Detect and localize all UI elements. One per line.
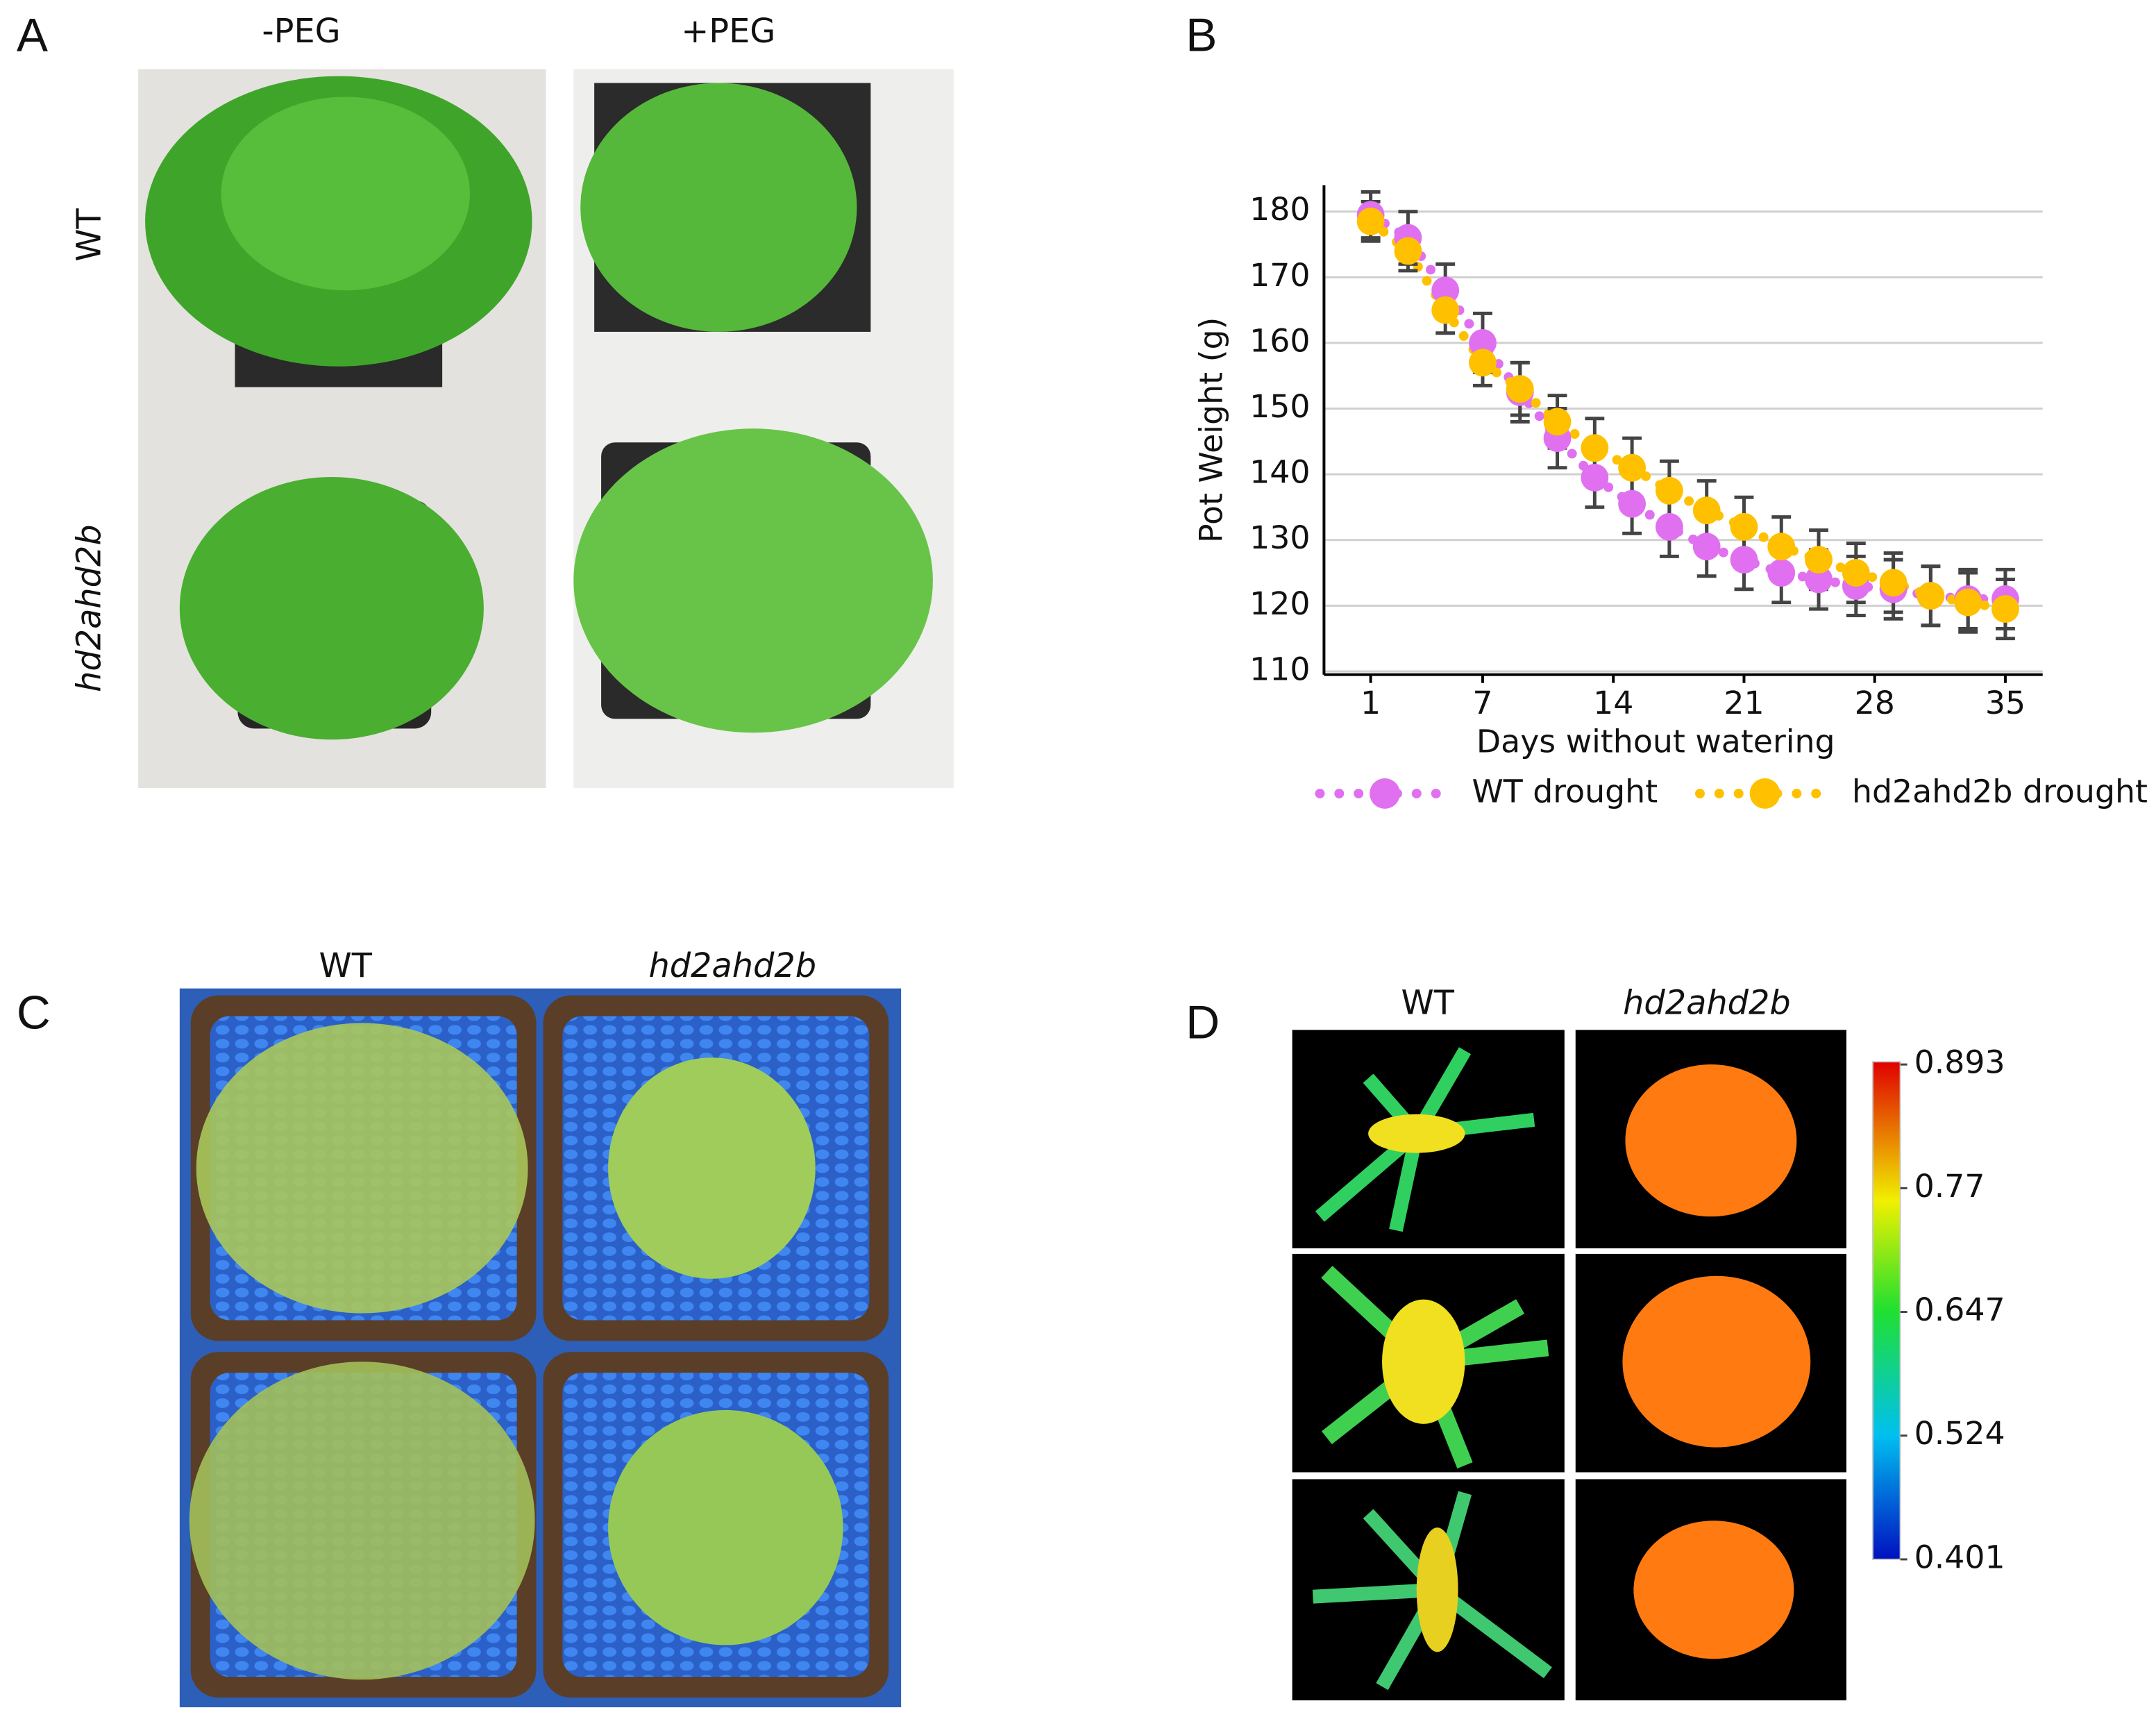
x-tick-label: 7 [1472,684,1492,721]
row-label: WT [70,208,108,262]
marker [1692,533,1721,561]
legend-label: hd2ahd2b drought [1852,772,2148,810]
marker [1469,329,1497,357]
legend-label: WT drought [1472,772,1658,810]
panel-label: B [1186,10,1217,62]
marker [1805,546,1833,574]
marker [1581,434,1609,462]
y-tick-label: 150 [1249,387,1310,425]
marker [1917,582,1945,610]
column-label: WT [319,947,373,985]
marker [1692,496,1721,525]
colorbar-tick-label: 0.401 [1914,1538,2005,1575]
marker [1991,595,2019,623]
marker [1655,476,1683,505]
panel-label: C [17,987,51,1039]
marker [1618,453,1647,482]
panel-label: D [1186,996,1220,1048]
x-axis-label: Days without watering [1476,723,1835,760]
y-tick-label: 110 [1249,650,1310,687]
marker [1431,296,1460,324]
y-tick-label: 140 [1249,453,1310,491]
marker [1954,588,1982,617]
x-tick-label: 21 [1724,684,1764,721]
row-label: hd2ahd2b [70,524,108,692]
marker [1506,375,1534,403]
colorbar-tick-label: 0.77 [1914,1167,1985,1205]
x-tick-label: 1 [1361,684,1381,721]
column-label: hd2ahd2b [1623,985,1791,1023]
marker [1543,408,1572,436]
y-tick-label: 160 [1249,321,1310,359]
series-line [1365,216,2010,614]
marker [1581,463,1609,492]
y-tick-label: 120 [1249,585,1310,622]
colorbar [1871,1061,1901,1560]
marker [1431,276,1460,305]
photo-a [138,69,954,788]
legend-marker [1370,778,1400,809]
marker [1469,349,1497,377]
marker [1618,489,1647,518]
marker [1767,533,1796,561]
marker [1730,546,1758,574]
legend-marker [1749,778,1780,809]
column-label: +PEG [681,12,775,51]
marker [1394,237,1422,265]
marker [1842,559,1870,587]
marker [1655,512,1683,541]
colorbar-tick-label: 0.647 [1914,1291,2005,1328]
column-label: WT [1401,985,1455,1023]
image-d [1292,1030,1847,1701]
x-tick-label: 28 [1855,684,1895,721]
marker [1879,569,1907,597]
marker [1805,565,1833,594]
colorbar-ticks: 0.401 0.524 0.647 0.77 0.893 [1900,1044,2005,1575]
series-line [1365,210,2010,604]
colorbar-tick-label: 0.524 [1914,1414,2005,1452]
column-label: -PEG [262,12,340,51]
x-tick-label: 14 [1593,684,1633,721]
x-tick-label: 35 [1985,684,2026,721]
y-tick-label: 180 [1249,190,1310,228]
photo-c [179,988,902,1707]
panel-label: A [17,10,49,62]
y-tick-label: 170 [1249,256,1310,294]
marker [1356,207,1385,235]
marker [1730,512,1758,541]
chart: 110 120 130 140 150 160 170 180 1 7 14 21 28 35 Days w… [1193,185,2148,810]
y-axis-label: Pot Weight (g) [1193,317,1230,543]
y-tick-label: 130 [1249,519,1310,556]
colorbar-tick-label: 0.893 [1914,1044,2005,1081]
column-label: hd2ahd2b [648,947,816,985]
marker [1767,559,1796,587]
